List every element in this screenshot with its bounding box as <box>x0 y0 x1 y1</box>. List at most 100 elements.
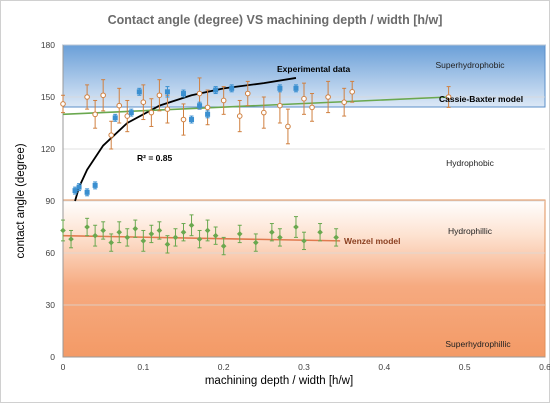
data-point <box>100 92 106 99</box>
data-point <box>140 99 147 105</box>
data-point <box>112 115 118 121</box>
data-point <box>128 110 134 116</box>
data-point <box>140 238 147 244</box>
data-point <box>164 241 171 248</box>
x-tick-label: 0.2 <box>218 362 230 372</box>
trendline <box>62 234 341 242</box>
data-point <box>285 123 291 130</box>
y-tick-label: 150 <box>41 92 55 102</box>
data-point <box>84 94 90 100</box>
x-tick-label: 0.5 <box>459 362 471 372</box>
data-point <box>244 90 251 97</box>
data-point <box>181 91 186 97</box>
data-point <box>60 227 66 234</box>
data-point <box>92 111 98 118</box>
x-tick-label: 0.1 <box>137 362 149 372</box>
data-point <box>236 231 243 237</box>
data-point <box>60 101 66 107</box>
data-point <box>341 99 347 105</box>
data-point <box>293 224 299 230</box>
data-point <box>84 224 90 230</box>
y-tick-label: 180 <box>41 40 55 50</box>
data-point <box>116 229 123 235</box>
data-point <box>325 94 331 100</box>
data-point <box>72 188 78 194</box>
data-point <box>148 109 155 116</box>
data-point <box>124 234 131 241</box>
data-point <box>116 102 123 109</box>
x-axis-title: machining depth / width [h/w] <box>205 375 353 387</box>
data-point <box>333 234 339 241</box>
data-point <box>180 229 187 235</box>
data-point <box>220 243 227 249</box>
data-point <box>196 90 203 97</box>
x-tick-label: 0.3 <box>298 362 310 372</box>
data-point <box>132 225 139 232</box>
data-point <box>349 89 356 95</box>
y-tick-label: 90 <box>46 196 56 206</box>
region-label-superhydrophillic: Superhydrophillic <box>445 339 511 349</box>
data-point <box>445 94 452 100</box>
data-point <box>204 104 211 111</box>
data-point <box>92 232 98 239</box>
x-tick-label: 0 <box>61 362 66 372</box>
data-point <box>197 103 203 109</box>
data-point <box>68 236 74 242</box>
data-point <box>212 232 219 239</box>
data-point <box>136 89 142 95</box>
data-point <box>309 104 315 111</box>
region-label-hydrophobic: Hydrophobic <box>446 158 494 168</box>
region-label-hydrophillic: Hydrophillic <box>448 226 493 236</box>
y-tick-label: 60 <box>46 248 56 258</box>
data-point <box>213 87 219 93</box>
data-point <box>269 229 275 235</box>
hydrophillic-region <box>62 199 546 358</box>
x-tick-label: 0.4 <box>378 362 390 372</box>
annotation-r2: R² = 0.85 <box>137 153 172 163</box>
chart-title: Contact angle (degree) VS machining dept… <box>108 13 443 27</box>
data-point <box>261 109 267 116</box>
y-axis-title: contact angle (degree) <box>15 143 27 258</box>
data-point <box>196 236 203 242</box>
series-group <box>60 214 339 256</box>
data-point <box>156 227 163 234</box>
data-point <box>76 184 82 190</box>
y-tick-label: 120 <box>41 144 55 154</box>
data-point <box>236 113 243 119</box>
series-group <box>60 77 452 150</box>
data-point <box>156 92 163 99</box>
data-point <box>84 189 90 195</box>
data-point <box>164 106 171 112</box>
data-point <box>277 85 283 91</box>
data-point <box>277 234 283 241</box>
data-point <box>92 182 98 188</box>
data-point <box>317 229 323 235</box>
data-point <box>108 132 114 138</box>
data-point <box>172 234 179 241</box>
annotation-cassie-baxter: Cassie-Baxter model <box>439 94 523 104</box>
data-point <box>164 89 170 95</box>
annotation-experimental: Experimental data <box>277 64 350 74</box>
data-point <box>189 117 195 123</box>
data-point <box>108 239 114 246</box>
x-tick-label: 0.6 <box>539 362 550 372</box>
data-point <box>301 238 307 244</box>
y-tick-label: 30 <box>46 300 56 310</box>
data-point <box>293 85 299 91</box>
data-point <box>205 111 211 117</box>
data-point <box>148 231 155 237</box>
data-point <box>229 85 235 91</box>
data-point <box>301 95 307 102</box>
data-point <box>180 116 187 123</box>
data-point <box>188 222 195 229</box>
y-tick-label: 0 <box>50 352 55 362</box>
series-group <box>72 84 299 197</box>
data-point <box>204 227 211 234</box>
data-point <box>100 227 106 234</box>
data-point <box>220 97 227 104</box>
annotation-wenzel: Wenzel model <box>344 236 401 246</box>
data-point <box>253 239 259 246</box>
data-point <box>277 102 283 109</box>
region-label-superhydrophobic: Superhydrophobic <box>436 60 506 70</box>
